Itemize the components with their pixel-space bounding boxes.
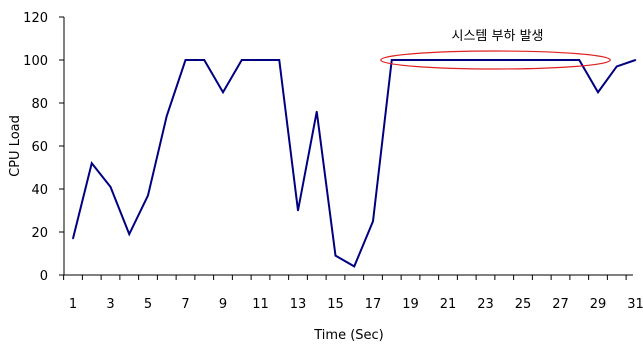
data-point [484,59,487,61]
x-axis-title: Time (Sec) [313,328,384,343]
annotation-label: 시스템 부하 발생 [452,29,544,44]
data-point [128,233,131,235]
data-point [147,194,149,197]
axes [63,17,633,276]
data-point [503,59,506,61]
x-tick-label: 5 [144,297,152,312]
x-tick-label: 17 [365,297,382,312]
x-tick-label: 25 [515,297,532,312]
x-tick-label: 3 [106,297,114,312]
series-line [72,59,636,268]
x-tick-label: 13 [290,297,307,312]
y-tick-label: 80 [31,97,48,112]
data-point [297,209,299,212]
data-point [578,59,581,61]
y-tick-label: 60 [31,140,48,155]
x-tick-label: 7 [181,297,189,312]
data-point [72,237,74,240]
data-point [203,59,206,61]
data-point [278,59,281,61]
y-tick-label: 100 [23,54,48,69]
data-point [540,59,543,61]
data-point [522,59,524,61]
x-tick-label: 9 [219,297,227,312]
x-tick-label: 29 [590,297,607,312]
y-axis-title: CPU Load [8,115,23,177]
data-point [465,59,468,61]
y-tick-label: 20 [31,226,48,241]
data-point [222,91,224,94]
annotation-ellipse [380,50,611,70]
x-tick-label: 23 [477,297,494,312]
data-point [315,110,318,113]
data-point [90,162,93,164]
data-point [165,115,168,117]
x-tick-label: 15 [327,297,344,312]
data-point [259,59,262,61]
data-point [390,59,393,61]
x-tick-label: 27 [552,297,569,312]
data-point [409,59,412,61]
x-ticks: 1 3 5 7 9 11 13 15 17 19 21 23 25 27 29 31 [63,275,643,312]
data-point [334,254,337,257]
data-point [615,65,618,68]
annotation-layer: 시스템 부하 발생 [380,29,611,70]
x-tick-label: 11 [252,297,269,312]
data-point [428,59,431,61]
data-point [240,59,243,61]
x-tick-label: 1 [69,297,77,312]
data-point [184,59,187,61]
data-point [559,59,562,61]
series-layer [72,59,637,268]
data-point [447,59,449,61]
data-point [597,91,599,94]
x-tick-label: 19 [402,297,419,312]
data-point [372,220,374,223]
data-point [634,59,637,61]
x-tick-label: 21 [440,297,457,312]
data-point [109,186,112,188]
data-point [353,265,356,268]
x-tick-label: 31 [627,297,643,312]
y-tick-label: 40 [31,183,48,198]
y-tick-label: 120 [23,11,48,26]
y-tick-label: 0 [40,269,48,284]
y-ticks: 0 20 40 60 80 100 120 [23,11,64,284]
